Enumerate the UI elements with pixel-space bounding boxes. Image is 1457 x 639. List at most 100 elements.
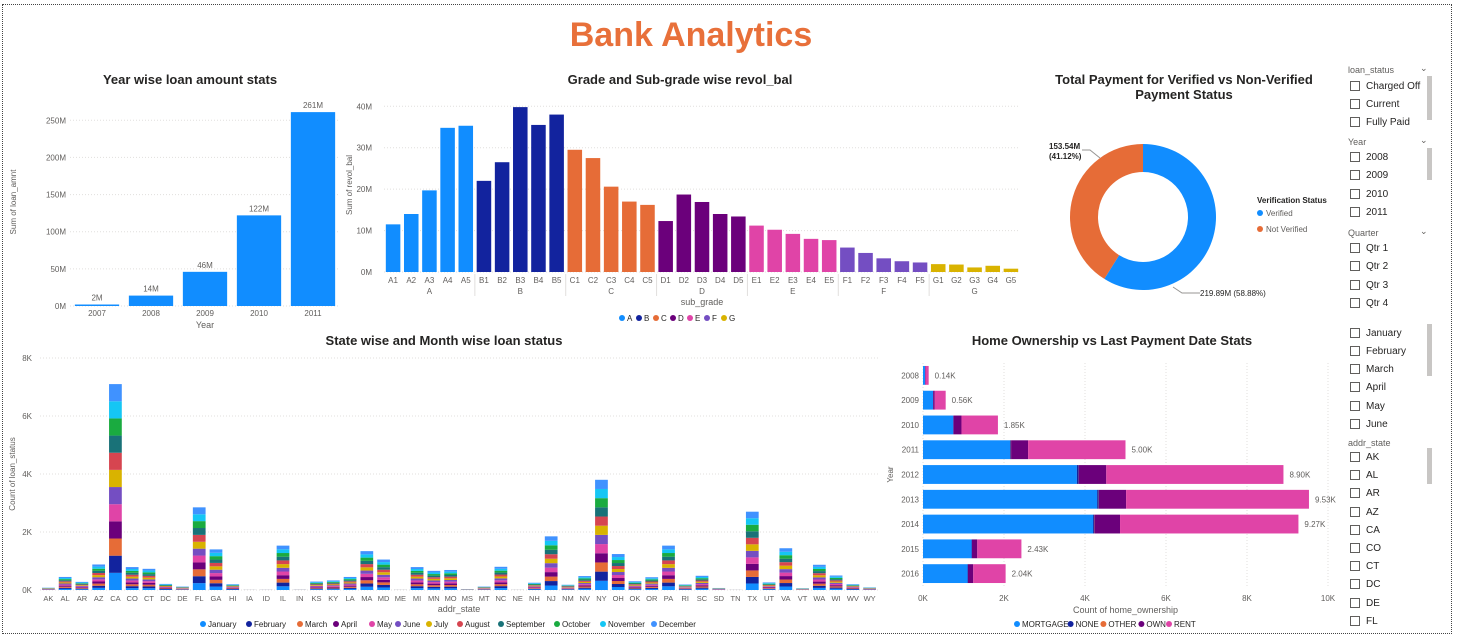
x-tick-label: C5 [642,276,653,285]
bar-segment [326,587,340,589]
legend-marker [600,621,606,627]
slicer-item[interactable]: Qtr 1 [1350,241,1388,255]
bar-segment [276,586,290,590]
checkbox[interactable] [1350,543,1360,553]
checkbox[interactable] [1350,419,1360,429]
slicer-scrollbar[interactable] [1427,76,1432,120]
slicer-item[interactable]: AZ [1350,505,1379,519]
bar-segment [142,570,156,573]
checkbox[interactable] [1350,189,1360,199]
checkbox[interactable] [1350,561,1360,571]
x-tick-label: B3 [515,276,525,285]
bar-segment [595,479,608,489]
x-tick-label: 2011 [304,309,322,318]
checkbox[interactable] [1350,261,1360,271]
checkbox[interactable] [1350,280,1360,290]
slicer-item[interactable]: Current [1350,97,1399,111]
bar-segment [427,580,441,583]
bar-segment [310,585,323,587]
bar [1003,268,1019,272]
bar-segment [494,586,508,589]
checkbox[interactable] [1350,152,1360,162]
checkbox[interactable] [1350,470,1360,480]
slicer-item[interactable]: Fully Paid [1350,115,1410,129]
bar-segment [528,583,541,584]
x-tick-label: A1 [388,276,398,285]
bar-segment [192,507,206,515]
slicer-item[interactable]: May [1350,399,1385,413]
slicer-item[interactable]: CT [1350,559,1379,573]
y-tick-label: 2009 [901,396,919,405]
bar-segment [276,582,290,587]
slicer-item[interactable]: CA [1350,523,1380,537]
slicer-item[interactable]: February [1350,344,1406,358]
bar-segment [779,555,793,559]
slicer-scrollbar[interactable] [1427,148,1432,180]
bar-segment [444,571,457,574]
slicer-scrollbar[interactable] [1427,448,1432,484]
checkbox[interactable] [1350,243,1360,253]
chevron-down-icon[interactable]: ⌄ [1420,226,1428,236]
bar-segment [360,573,374,578]
checkbox[interactable] [1350,452,1360,462]
slicer-item[interactable]: June [1350,417,1388,431]
checkbox[interactable] [1350,616,1360,626]
slicer-item[interactable]: Charged Off [1350,79,1420,93]
x-tick-label: NH [529,594,540,603]
slicer-item[interactable]: FL [1350,614,1378,628]
bar-segment [953,415,962,435]
checkbox[interactable] [1350,598,1360,608]
bar-segment [192,548,206,556]
slicer-scrollbar[interactable] [1427,324,1432,376]
checkbox[interactable] [1350,207,1360,217]
checkbox[interactable] [1350,170,1360,180]
checkbox[interactable] [1350,507,1360,517]
checkbox[interactable] [1350,117,1360,127]
slicer-item[interactable]: Qtr 3 [1350,278,1388,292]
checkbox[interactable] [1350,298,1360,308]
slicer-item[interactable]: 2011 [1350,205,1388,219]
slicer-item[interactable]: April [1350,380,1386,394]
chevron-down-icon[interactable]: ⌄ [1420,63,1428,73]
slicer-item[interactable]: AR [1350,486,1380,500]
slicer-item[interactable]: March [1350,362,1394,376]
checkbox[interactable] [1350,328,1360,338]
slicer-item[interactable]: CO [1350,541,1381,555]
slicer-item[interactable]: 2008 [1350,150,1388,164]
bar-segment [779,583,793,587]
bar-segment [427,570,441,573]
checkbox[interactable] [1350,525,1360,535]
x-axis-title: Year [196,320,214,330]
slicer-item[interactable]: Qtr 4 [1350,296,1388,310]
bar-segment [159,586,173,587]
checkbox[interactable] [1350,346,1360,356]
bar-segment [343,579,357,581]
bar-segment [779,562,793,566]
checkbox[interactable] [1350,488,1360,498]
checkbox[interactable] [1350,81,1360,91]
slicer-item[interactable]: AK [1350,450,1379,464]
checkbox[interactable] [1350,99,1360,109]
y-tick-label: 2010 [901,421,919,430]
chevron-down-icon[interactable]: ⌄ [1420,135,1428,145]
checkbox[interactable] [1350,382,1360,392]
home-ownership-chart: 0K 2K 4K 6K 8K 10K 2008 0.14K 2009 0.56K 2010 1.85K… [886,363,1337,629]
slicer-item[interactable]: DC [1350,577,1380,591]
slicer-item[interactable]: AL [1350,468,1378,482]
bar-segment [695,581,709,583]
x-tick-label: OK [630,594,641,603]
dashboard-frame [2,4,1452,634]
slicer-item[interactable]: 2010 [1350,187,1388,201]
checkbox[interactable] [1350,364,1360,374]
bar-segment [779,569,793,573]
y-tick-label: 0K [22,586,32,595]
slicer-item[interactable]: 2009 [1350,168,1388,182]
checkbox[interactable] [1350,579,1360,589]
x-tick-label: VA [781,594,790,603]
checkbox[interactable] [1350,401,1360,411]
slicer-item[interactable]: DE [1350,596,1380,610]
slicer-item[interactable]: January [1350,326,1402,340]
bar-segment [812,585,826,588]
slicer-item[interactable]: Qtr 2 [1350,259,1388,273]
x-tick-label: NV [579,594,589,603]
